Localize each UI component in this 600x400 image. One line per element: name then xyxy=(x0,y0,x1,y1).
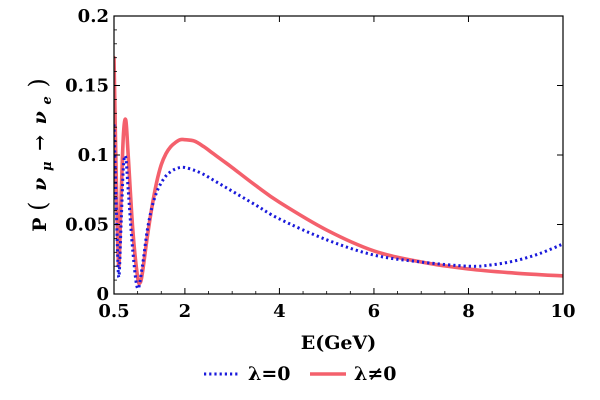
plot-frame xyxy=(113,15,564,295)
series-line-lambda-nonzero xyxy=(114,55,563,286)
y-title-prefix: P xyxy=(29,217,51,231)
y-title-open-paren: ( xyxy=(24,201,52,210)
y-title-sub-mu: μ xyxy=(40,161,55,171)
x-axis-ticks: 0.5 2 4 6 8 10 xyxy=(98,16,576,322)
y-title-close-paren: ) xyxy=(24,78,52,87)
svg-text:P ( ν μ: P ( ν μ → ν e ) xyxy=(24,78,56,232)
x-tick-label: 10 xyxy=(550,301,575,322)
legend: λ=0 λ≠0 xyxy=(204,363,396,385)
y-tick-label: 0.2 xyxy=(78,6,109,27)
y-tick-label: 0.15 xyxy=(65,76,109,97)
y-tick-label: 0.05 xyxy=(65,215,109,236)
legend-item: λ≠0 xyxy=(310,363,396,385)
y-tick-label: 0 xyxy=(96,284,109,305)
legend-label: λ=0 xyxy=(248,363,290,385)
legend-item: λ=0 xyxy=(204,363,290,385)
y-title-sub-e: e xyxy=(40,96,55,104)
y-title-nu-mu: ν xyxy=(29,178,51,191)
series-line-lambda-zero xyxy=(114,124,563,291)
legend-label: λ≠0 xyxy=(354,363,396,385)
x-tick-label: 8 xyxy=(462,301,475,322)
y-title-nu-e: ν xyxy=(29,111,51,124)
series-layer xyxy=(114,55,563,291)
y-axis-ticks: 0 0.05 0.1 0.15 0.2 xyxy=(65,6,563,305)
x-tick-label: 0.5 xyxy=(98,301,129,322)
y-axis-title: P ( ν μ → ν e ) xyxy=(24,78,56,232)
y-tick-label: 0.1 xyxy=(78,145,109,166)
x-axis-title: E(GeV) xyxy=(301,332,377,354)
x-tick-label: 4 xyxy=(273,301,286,322)
y-title-arrow: → xyxy=(29,135,51,151)
x-tick-label: 2 xyxy=(179,301,192,322)
x-tick-label: 6 xyxy=(368,301,381,322)
